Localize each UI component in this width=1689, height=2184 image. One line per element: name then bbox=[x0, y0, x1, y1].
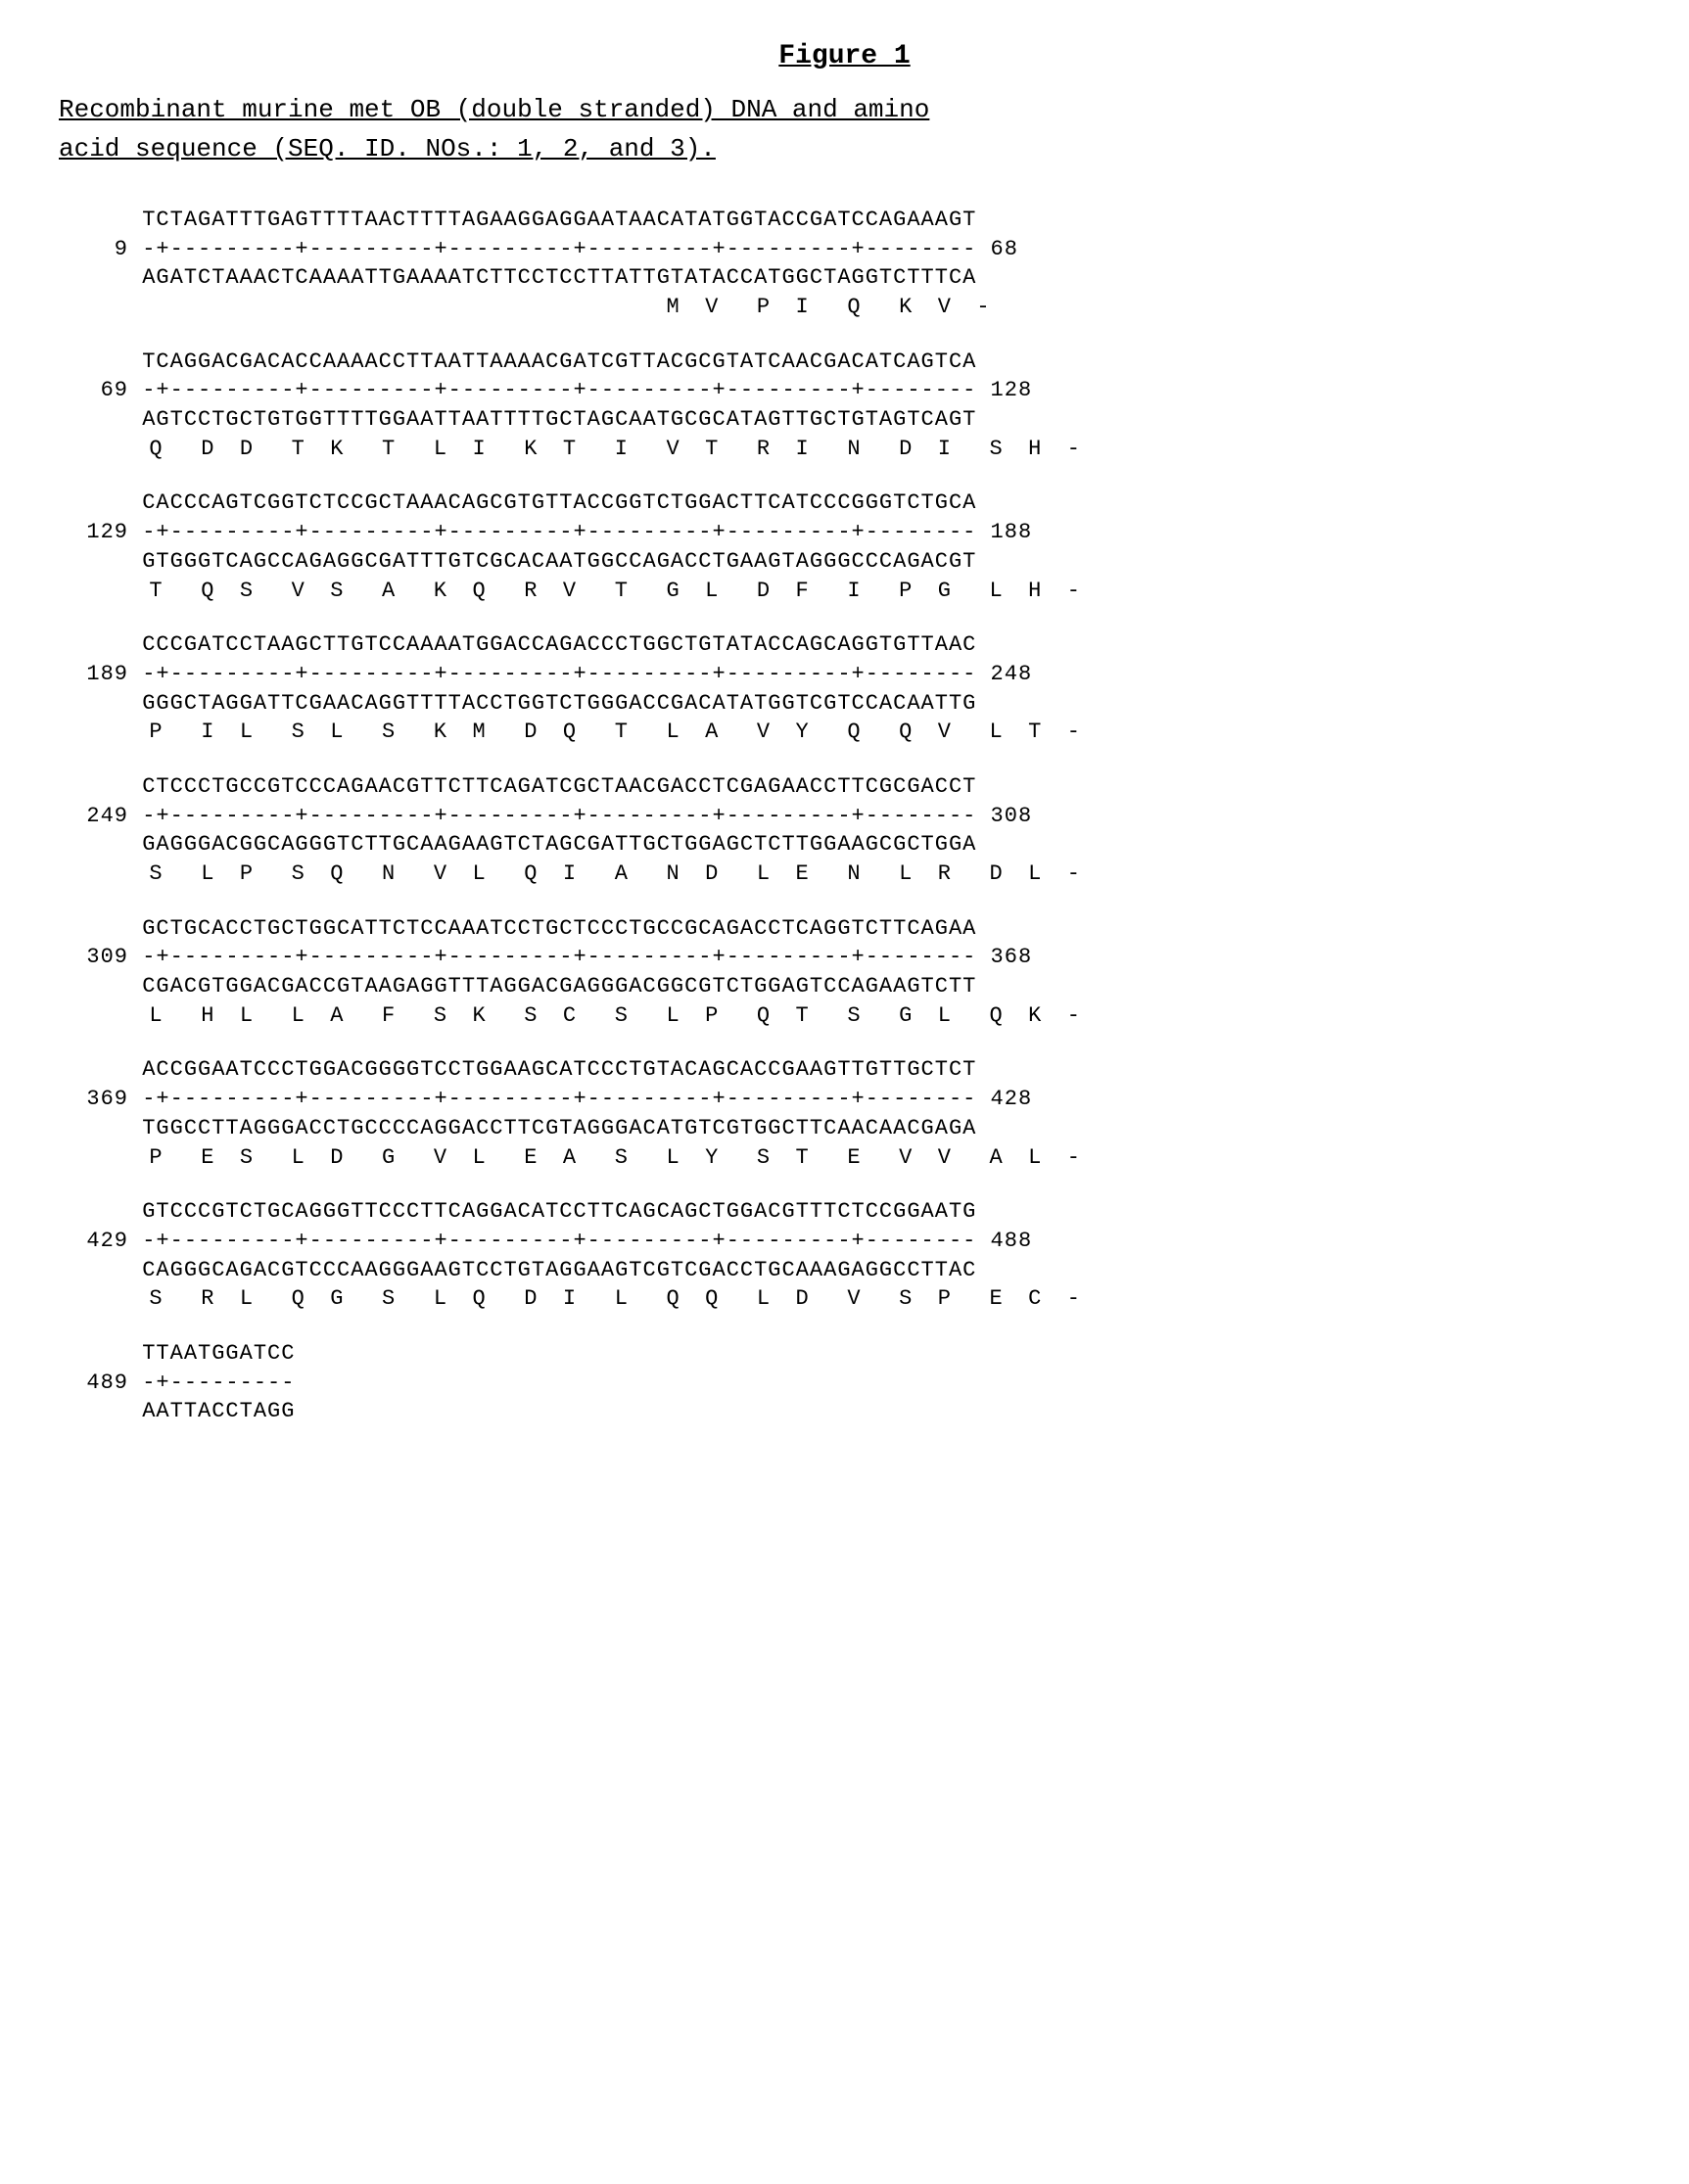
bottom-strand: GAGGGACGGCAGGGTCTTGCAAGAAGTCTAGCGATTGCTG… bbox=[59, 830, 1630, 860]
amino-acid-row: Q D D T K T L I K T I V T R I N D I S H … bbox=[59, 435, 1630, 464]
top-strand: TCAGGACGACACCAAAACCTTAATTAAAACGATCGTTACG… bbox=[59, 348, 1630, 377]
bottom-strand: AGTCCTGCTGTGGTTTTGGAATTAATTTTGCTAGCAATGC… bbox=[59, 405, 1630, 435]
ruler-line: 429 -+---------+---------+---------+----… bbox=[59, 1227, 1630, 1256]
ruler-line: 69 -+---------+---------+---------+-----… bbox=[59, 376, 1630, 405]
ruler-line: 189 -+---------+---------+---------+----… bbox=[59, 660, 1630, 689]
top-strand: ACCGGAATCCCTGGACGGGGTCCTGGAAGCATCCCTGTAC… bbox=[59, 1055, 1630, 1085]
figure-title: Figure 1 bbox=[59, 39, 1630, 74]
sequence-block: CACCCAGTCGGTCTCCGCTAAACAGCGTGTTACCGGTCTG… bbox=[59, 488, 1630, 605]
ruler-line: 309 -+---------+---------+---------+----… bbox=[59, 943, 1630, 972]
subtitle-line-2: acid sequence (SEQ. ID. NOs.: 1, 2, and … bbox=[59, 133, 1630, 166]
ruler-line: 9 -+---------+---------+---------+------… bbox=[59, 235, 1630, 264]
top-strand: CTCCCTGCCGTCCCAGAACGTTCTTCAGATCGCTAACGAC… bbox=[59, 772, 1630, 802]
bottom-strand: CGACGTGGACGACCGTAAGAGGTTTAGGACGAGGGACGGC… bbox=[59, 972, 1630, 1001]
top-strand: CCCGATCCTAAGCTTGTCCAAAATGGACCAGACCCTGGCT… bbox=[59, 630, 1630, 660]
amino-acid-row: S L P S Q N V L Q I A N D L E N L R D L … bbox=[59, 860, 1630, 889]
subtitle-line-1: Recombinant murine met OB (double strand… bbox=[59, 94, 1630, 127]
amino-acid-row: P I L S L S K M D Q T L A V Y Q Q V L T … bbox=[59, 718, 1630, 747]
bottom-strand: TGGCCTTAGGGACCTGCCCCAGGACCTTCGTAGGGACATG… bbox=[59, 1114, 1630, 1143]
sequence-block: GCTGCACCTGCTGGCATTCTCCAAATCCTGCTCCCTGCCG… bbox=[59, 914, 1630, 1031]
bottom-strand: AATTACCTAGG bbox=[59, 1397, 1630, 1426]
bottom-strand: AGATCTAAACTCAAAATTGAAAATCTTCCTCCTTATTGTA… bbox=[59, 263, 1630, 293]
sequence-block: TTAATGGATCC 489 -+--------- AATTACCTAGG bbox=[59, 1339, 1630, 1426]
top-strand: CACCCAGTCGGTCTCCGCTAAACAGCGTGTTACCGGTCTG… bbox=[59, 488, 1630, 518]
sequence-block: ACCGGAATCCCTGGACGGGGTCCTGGAAGCATCCCTGTAC… bbox=[59, 1055, 1630, 1172]
top-strand: GTCCCGTCTGCAGGGTTCCCTTCAGGACATCCTTCAGCAG… bbox=[59, 1197, 1630, 1227]
bottom-strand: GGGCTAGGATTCGAACAGGTTTTACCTGGTCTGGGACCGA… bbox=[59, 689, 1630, 719]
amino-acid-row: P E S L D G V L E A S L Y S T E V V A L … bbox=[59, 1143, 1630, 1173]
amino-acid-row: M V P I Q K V - bbox=[59, 293, 1630, 322]
sequence-block: CTCCCTGCCGTCCCAGAACGTTCTTCAGATCGCTAACGAC… bbox=[59, 772, 1630, 889]
sequence-container: TCTAGATTTGAGTTTTAACTTTTAGAAGGAGGAATAACAT… bbox=[59, 206, 1630, 1426]
sequence-block: TCAGGACGACACCAAAACCTTAATTAAAACGATCGTTACG… bbox=[59, 348, 1630, 464]
amino-acid-row: L H L L A F S K S C S L P Q T S G L Q K … bbox=[59, 1001, 1630, 1031]
ruler-line: 249 -+---------+---------+---------+----… bbox=[59, 802, 1630, 831]
ruler-line: 129 -+---------+---------+---------+----… bbox=[59, 518, 1630, 547]
top-strand: GCTGCACCTGCTGGCATTCTCCAAATCCTGCTCCCTGCCG… bbox=[59, 914, 1630, 944]
bottom-strand: GTGGGTCAGCCAGAGGCGATTTGTCGCACAATGGCCAGAC… bbox=[59, 547, 1630, 577]
sequence-block: CCCGATCCTAAGCTTGTCCAAAATGGACCAGACCCTGGCT… bbox=[59, 630, 1630, 747]
sequence-block: TCTAGATTTGAGTTTTAACTTTTAGAAGGAGGAATAACAT… bbox=[59, 206, 1630, 322]
top-strand: TTAATGGATCC bbox=[59, 1339, 1630, 1369]
sequence-block: GTCCCGTCTGCAGGGTTCCCTTCAGGACATCCTTCAGCAG… bbox=[59, 1197, 1630, 1314]
amino-acid-row: S R L Q G S L Q D I L Q Q L D V S P E C … bbox=[59, 1284, 1630, 1314]
ruler-line: 489 -+--------- bbox=[59, 1369, 1630, 1398]
top-strand: TCTAGATTTGAGTTTTAACTTTTAGAAGGAGGAATAACAT… bbox=[59, 206, 1630, 235]
bottom-strand: CAGGGCAGACGTCCCAAGGGAAGTCCTGTAGGAAGTCGTC… bbox=[59, 1256, 1630, 1285]
amino-acid-row: T Q S V S A K Q R V T G L D F I P G L H … bbox=[59, 577, 1630, 606]
ruler-line: 369 -+---------+---------+---------+----… bbox=[59, 1085, 1630, 1114]
